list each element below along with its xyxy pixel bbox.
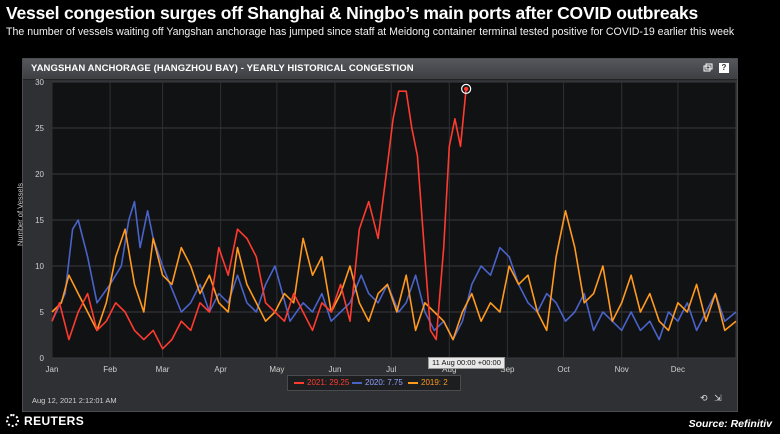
highlight-marker-2021 (463, 86, 469, 92)
legend: 2021: 29.25 2020: 7.75 2019: 2 (287, 375, 461, 391)
y-tick-label: 0 (40, 354, 45, 363)
subheadline: The number of vessels waiting off Yangsh… (6, 26, 735, 38)
x-tick-label: Feb (103, 365, 117, 374)
series-line-2019 (51, 210, 737, 341)
hover-tooltip: 11 Aug 00:00 +00:00 (428, 357, 505, 369)
reuters-logo-icon (6, 414, 19, 427)
x-tick-label: Sep (500, 365, 515, 374)
x-tick-label: Dec (671, 365, 685, 374)
y-tick-label: 15 (35, 216, 44, 225)
footer-tools: ⟲ ⇲ (700, 393, 722, 404)
legend-label-2021: 2021: 29.25 (307, 378, 350, 387)
source-label: Source: Refinitiv (688, 418, 772, 430)
x-tick-label: Jun (329, 365, 342, 374)
reuters-brand: REUTERS (6, 414, 84, 428)
highlight-marker-outer (461, 83, 472, 95)
legend-label-2020: 2020: 7.75 (365, 378, 403, 387)
x-tick-label: Jul (386, 365, 396, 374)
reset-icon[interactable]: ⟲ (700, 393, 708, 403)
x-tick-label: May (269, 365, 284, 374)
legend-item-2021[interactable]: 2021: 29.25 (294, 378, 349, 387)
timestamp: Aug 12, 2021 2:12:01 AM (32, 396, 117, 405)
y-tick-label: 20 (35, 170, 44, 179)
legend-item-2019[interactable]: 2019: 2 (408, 378, 448, 387)
y-axis-label: Number of Vessels (15, 183, 25, 246)
restore-icon[interactable] (703, 63, 713, 73)
reuters-label: REUTERS (24, 414, 85, 428)
y-tick-label: 30 (35, 78, 44, 87)
headline: Vessel congestion surges off Shanghai & … (6, 3, 699, 23)
export-icon[interactable]: ⇲ (714, 393, 722, 403)
y-tick-label: 25 (35, 124, 44, 133)
legend-item-2020[interactable]: 2020: 7.75 (352, 378, 403, 387)
line-chart: 0 5 10 15 20 25 30 Jan Feb Mar Apr May Jun Jul Aug Sep O… (35, 78, 737, 374)
x-tick-label: Jan (46, 365, 59, 374)
legend-label-2019: 2019: 2 (421, 378, 448, 387)
x-tick-label: Oct (557, 365, 570, 374)
panel-title: YANGSHAN ANCHORAGE (HANGZHOU BAY) - YEAR… (31, 63, 414, 74)
x-tick-label: Nov (615, 365, 629, 374)
help-icon[interactable]: ? (719, 63, 729, 73)
x-tick-label: Aug (442, 365, 456, 374)
y-tick-label: 5 (40, 308, 45, 317)
panel-header: YANGSHAN ANCHORAGE (HANGZHOU BAY) - YEAR… (23, 59, 737, 80)
y-tick-label: 10 (35, 262, 44, 271)
x-tick-label: Apr (214, 365, 227, 374)
x-tick-label: Mar (156, 365, 170, 374)
series-line-2021 (51, 88, 467, 350)
